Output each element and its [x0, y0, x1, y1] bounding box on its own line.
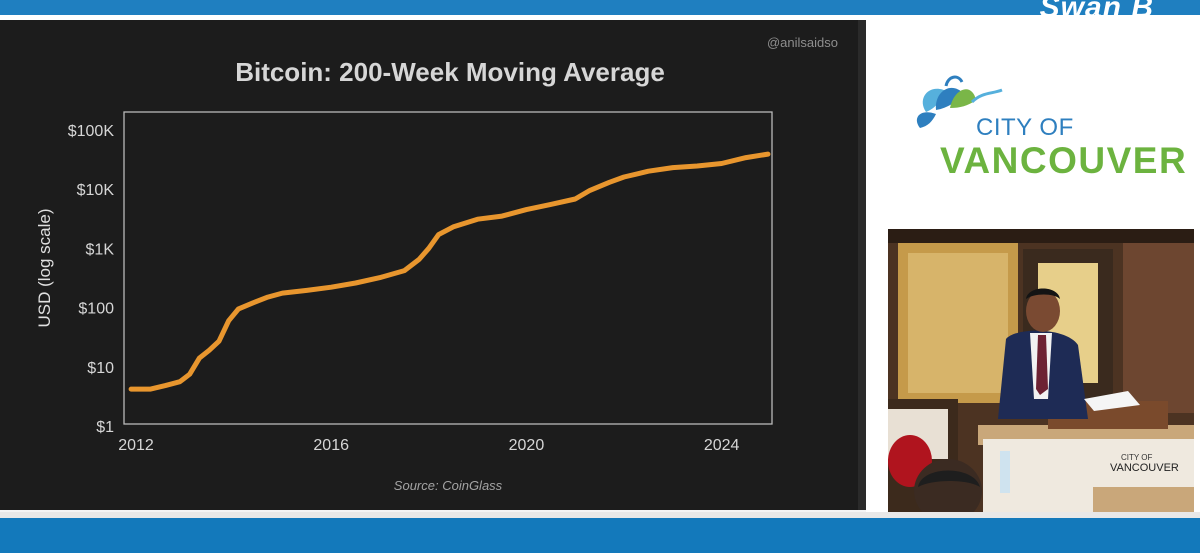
podium-logo-city: CITY OF	[1121, 453, 1153, 462]
x-tick-label: 2016	[313, 437, 349, 454]
y-tick-label: $10	[87, 360, 114, 377]
series-line-200w-ma	[128, 151, 771, 392]
bottom-banner	[0, 518, 1200, 553]
top-banner	[0, 0, 1200, 17]
y-tick-label: $10K	[77, 182, 115, 199]
logo-vancouver: VANCOUVER	[940, 140, 1188, 181]
x-tick-labels: 2012 2016 2020 2024	[118, 437, 739, 454]
x-tick-label: 2020	[509, 437, 545, 454]
plot-frame	[123, 111, 773, 425]
speaker-camera-feed: CITY OF VANCOUVER	[888, 229, 1194, 515]
y-axis-label: USD (log scale)	[35, 208, 54, 327]
x-tick-label: 2024	[704, 437, 740, 454]
y-tick-label: $100	[78, 301, 114, 318]
y-tick-labels: $1 $10 $100 $1K $10K $100K	[68, 123, 115, 436]
source-text: Source: CoinGlass	[394, 478, 503, 493]
credit-text: @anilsaidso	[767, 35, 838, 50]
y-tick-label: $100K	[68, 123, 115, 140]
logo-city-of: CITY OF	[976, 114, 1074, 141]
x-tick-label: 2012	[118, 437, 154, 454]
chart-title: Bitcoin: 200-Week Moving Average	[235, 57, 665, 87]
presentation-slide: @anilsaidso Bitcoin: 200-Week Moving Ave…	[0, 20, 866, 510]
camera-scene	[888, 229, 1194, 515]
y-tick-label: $1	[96, 419, 114, 436]
top-banner-divider	[0, 15, 1200, 20]
bottom-banner-divider	[0, 512, 1200, 520]
bitcoin-chart: @anilsaidso Bitcoin: 200-Week Moving Ave…	[35, 35, 838, 493]
city-logo-icon	[916, 75, 1003, 128]
y-tick-label: $1K	[86, 241, 115, 258]
podium-logo-name: VANCOUVER	[1110, 462, 1179, 474]
